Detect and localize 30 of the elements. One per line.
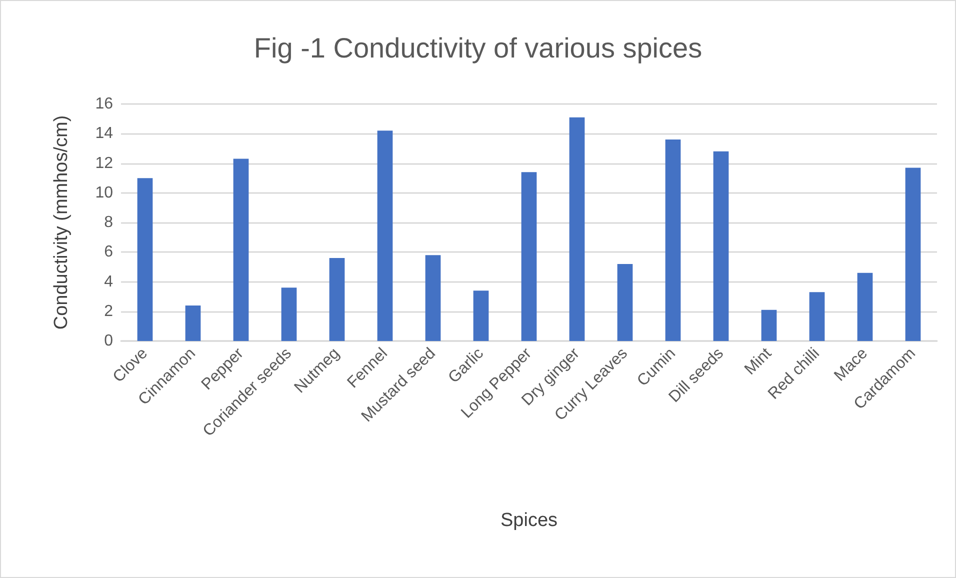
y-tick-label: 16 xyxy=(95,96,114,112)
x-tick-label: Mint xyxy=(742,344,776,378)
bar xyxy=(137,178,153,341)
y-tick-label: 4 xyxy=(104,273,114,290)
y-axis-title: Conductivity (mmhos/cm) xyxy=(51,115,72,330)
bar xyxy=(281,288,297,341)
bar xyxy=(905,168,921,341)
y-tick-label: 2 xyxy=(104,302,114,320)
y-tick-label: 8 xyxy=(104,214,114,231)
x-axis-title: Spices xyxy=(500,510,558,531)
bar xyxy=(857,272,873,341)
bar xyxy=(329,258,345,341)
y-tick-label: 12 xyxy=(95,154,114,172)
bar xyxy=(809,292,825,341)
y-tick-label: 14 xyxy=(95,125,114,142)
bar xyxy=(521,172,537,341)
y-tick-label: 6 xyxy=(104,244,114,261)
y-tick-label: 0 xyxy=(104,332,114,350)
bar xyxy=(665,140,681,341)
bar xyxy=(233,158,249,341)
bar xyxy=(569,117,585,341)
bar xyxy=(473,290,489,341)
bar xyxy=(377,130,393,341)
y-tick-label: 10 xyxy=(95,184,114,202)
bar xyxy=(425,255,441,341)
bar xyxy=(713,151,729,341)
bar xyxy=(617,264,633,341)
bar xyxy=(185,305,201,341)
bar xyxy=(761,310,777,341)
chart-title: Fig -1 Conductivity of various spices xyxy=(254,32,702,64)
